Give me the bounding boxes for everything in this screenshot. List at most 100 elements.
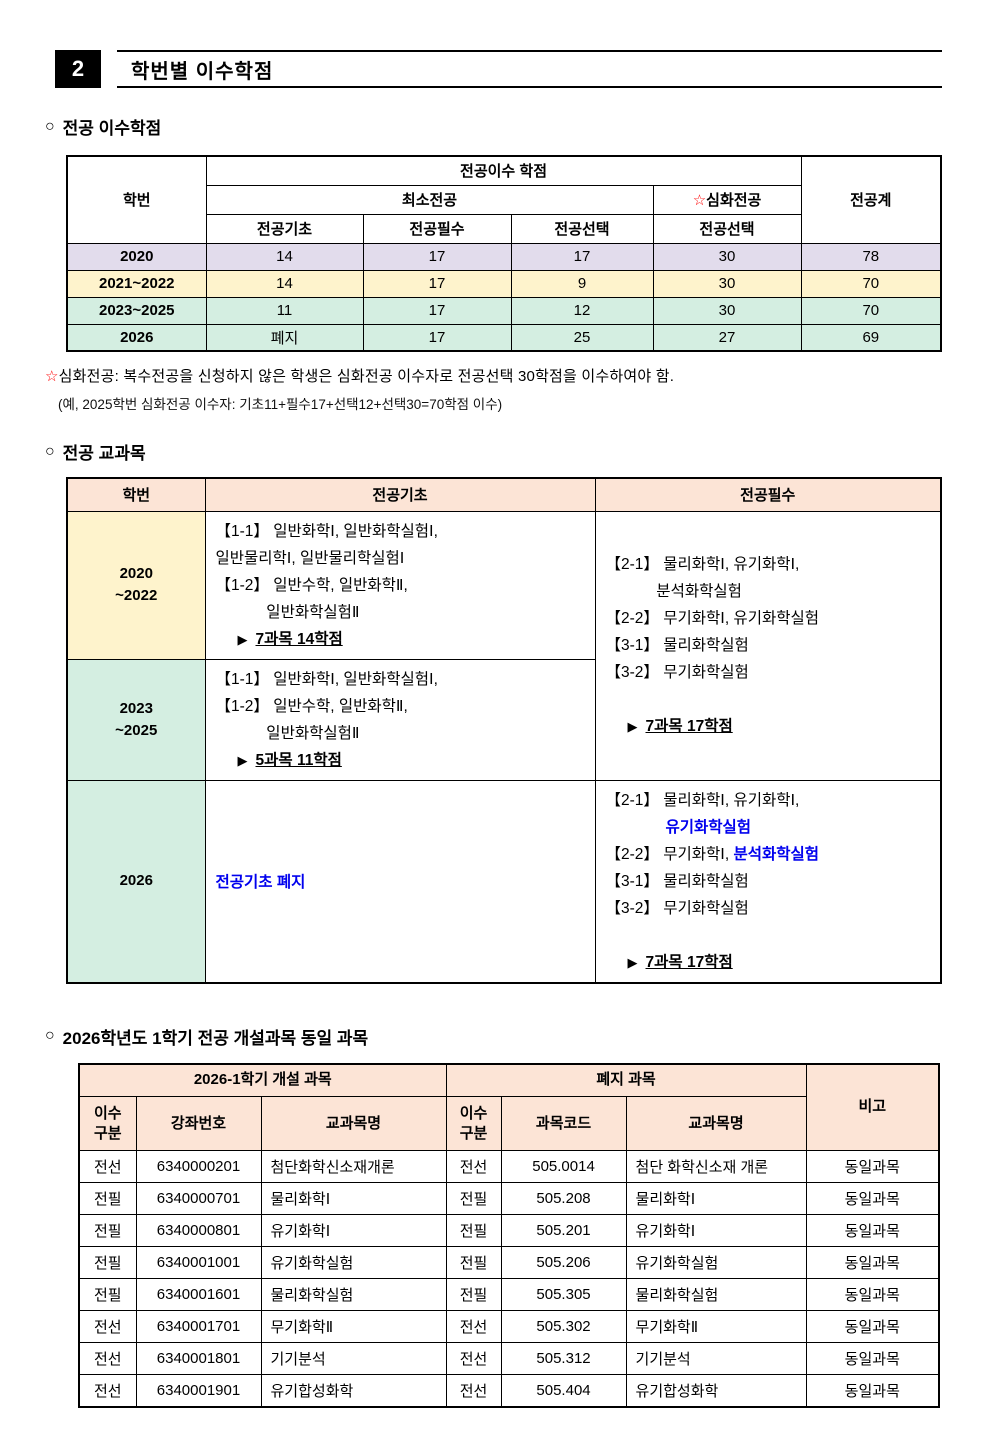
- student-id-cell: 2026: [66, 779, 206, 983]
- same-courses-cell: 물리화학실험: [260, 1278, 447, 1311]
- same-courses-cell: 전필: [78, 1182, 137, 1215]
- group-header-closed: 폐지 과목: [445, 1063, 807, 1097]
- same-courses-cell: 505.305: [500, 1278, 627, 1311]
- same-courses-cell: 동일과목: [805, 1374, 940, 1407]
- same-courses-cell: 전필: [445, 1278, 502, 1311]
- circle-bullet: ○: [45, 1027, 55, 1044]
- credits-row-id: 2020: [66, 242, 207, 271]
- same-courses-cell: 유기화학실험: [625, 1246, 807, 1279]
- same-courses-cell: 무기화학Ⅱ: [260, 1310, 447, 1343]
- courses-row-2023: 2023 ~2025 【1-1】 일반화학Ⅰ, 일반화학실험Ⅰ, 【1-2】 일반…: [66, 658, 941, 781]
- same-courses-col-header: 이수 구분: [78, 1096, 137, 1151]
- credits-value-cell: 폐지: [205, 323, 364, 352]
- arrow-marker-icon: ▶: [627, 954, 638, 970]
- same-courses-cell: 6340001601: [135, 1278, 262, 1311]
- course-line: 【3-1】 물리화학실험: [605, 637, 749, 654]
- credits-row-id: 2021~2022: [66, 269, 207, 298]
- section-heading-courses: ○ 전공 교과목: [45, 439, 992, 464]
- student-id-cell: 2020 ~2022: [66, 510, 206, 660]
- same-courses-row: 전선 6340001801 기기분석 전선 505.312 기기분석 동일과목: [78, 1342, 940, 1375]
- same-courses-cell: 전선: [445, 1150, 502, 1183]
- same-courses-cell: 505.208: [500, 1182, 627, 1215]
- gicho-cell-2026: 전공기초 폐지: [204, 779, 596, 983]
- same-courses-cell: 6340001801: [135, 1342, 262, 1375]
- same-courses-cell: 기기분석: [260, 1342, 447, 1375]
- same-courses-row: 전필 6340000801 유기화학Ⅰ 전필 505.201 유기화학Ⅰ 동일과목: [78, 1214, 940, 1247]
- col-header-pilsu: 전공필수: [594, 477, 942, 512]
- same-courses-cell: 전선: [78, 1374, 137, 1407]
- col-header-deep-major: ☆심화전공: [652, 184, 802, 215]
- same-courses-cell: 전필: [78, 1246, 137, 1279]
- course-line: 【1-2】 일반수학, 일반화학Ⅱ,: [215, 576, 408, 594]
- same-courses-cell: 전필: [78, 1278, 137, 1311]
- same-courses-cell: 물리화학Ⅰ: [625, 1182, 807, 1215]
- credits-value-cell: 27: [652, 323, 802, 352]
- same-courses-table: 2026-1학기 개설 과목 폐지 과목 비고 이수 구분 강좌번호 교과목명 이수 구분…: [78, 1062, 941, 1408]
- credits-subheader-row: 전공기초 전공필수 전공선택 전공선택: [67, 213, 941, 244]
- same-courses-cell: 기기분석: [625, 1342, 807, 1375]
- col-header-seontaek-deep: 전공선택: [652, 213, 802, 244]
- courses-row-2026: 2026 전공기초 폐지 【2-1】 물리화학Ⅰ, 유기화학Ⅰ, 유기화학실험 …: [66, 779, 942, 983]
- same-courses-cell: 505.404: [500, 1374, 627, 1407]
- credits-table-row: 2021~2022 14 17 9 30 70: [66, 269, 942, 298]
- group-header-open: 2026-1학기 개설 과목: [78, 1063, 447, 1097]
- col-header-gicho: 전공기초: [204, 477, 596, 512]
- credits-value-cell: 25: [510, 323, 654, 352]
- same-courses-cell: 유기합성화학: [625, 1374, 807, 1407]
- col-header-credit-group: 전공이수 학점: [205, 155, 802, 186]
- pilsu-summary-merged: ▶ 7과목 17학점: [627, 718, 733, 735]
- section-heading-credits: ○ 전공 이수학점: [45, 114, 992, 139]
- same-courses-cell: 6340000801: [135, 1214, 262, 1247]
- credits-value-cell: 17: [362, 323, 512, 352]
- same-courses-row: 전선 6340000201 첨단화학신소재개론 전선 505.0014 첨단 화학신소재 …: [78, 1150, 940, 1183]
- same-courses-cell: 물리화학실험: [625, 1278, 807, 1311]
- course-line: 일반물리학Ⅰ, 일반물리학실험Ⅰ: [215, 549, 405, 567]
- credits-value-cell: 78: [800, 242, 942, 271]
- same-courses-cell: 전필: [445, 1214, 502, 1247]
- same-courses-cell: 동일과목: [805, 1342, 940, 1375]
- same-courses-col-header-row: 이수 구분 강좌번호 교과목명 이수 구분 과목코드 교과목명: [78, 1096, 939, 1151]
- course-line: 일반화학실험Ⅱ: [215, 603, 360, 621]
- credits-table-row: 2020 14 17 17 30 78: [66, 242, 942, 271]
- same-courses-row: 전필 6340001601 물리화학실험 전필 505.305 물리화학실험 동일과목: [78, 1278, 940, 1311]
- same-courses-row: 전선 6340001701 무기화학Ⅱ 전선 505.302 무기화학Ⅱ 동일과목: [78, 1310, 940, 1343]
- same-courses-cell: 6340000201: [135, 1150, 262, 1183]
- same-courses-row: 전선 6340001901 유기합성화학 전선 505.404 유기합성화학 동일과목: [78, 1374, 940, 1407]
- credits-row-id: 2026: [66, 323, 207, 352]
- credits-value-cell: 69: [800, 323, 942, 352]
- same-courses-cell: 전필: [445, 1246, 502, 1279]
- page-title-band: 2 학번별 이수학점: [55, 50, 942, 88]
- page-title: 학번별 이수학점: [117, 50, 942, 88]
- same-courses-cell: 동일과목: [805, 1310, 940, 1343]
- same-courses-col-header: 교과목명: [625, 1096, 807, 1151]
- credits-value-cell: 14: [205, 242, 364, 271]
- courses-row-2020: 2020 ~2022 【1-1】 일반화학Ⅰ, 일반화학실험Ⅰ, 일반물리학Ⅰ, …: [66, 510, 942, 781]
- same-courses-cell: 6340000701: [135, 1182, 262, 1215]
- courses-table: 학번 전공기초 전공필수 2020 ~2022 【1-1】 일반화학Ⅰ, 일반화…: [66, 477, 942, 984]
- deep-major-example-note: (예, 2025학번 심화전공 이수자: 기초11+필수17+선택12+선택30…: [58, 397, 503, 412]
- same-courses-cell: 505.312: [500, 1342, 627, 1375]
- same-courses-cell: 첨단 화학신소재 개론: [625, 1150, 807, 1183]
- pilsu-summary-2026: ▶ 7과목 17학점: [627, 953, 733, 971]
- credits-value-cell: 11: [205, 296, 364, 325]
- same-courses-cell: 물리화학Ⅰ: [260, 1182, 447, 1215]
- same-courses-cell: 전선: [445, 1310, 502, 1343]
- same-courses-cell: 전필: [445, 1182, 502, 1215]
- same-courses-table-body: 전선 6340000201 첨단화학신소재개론 전선 505.0014 첨단 화학신소재 …: [78, 1150, 940, 1407]
- credits-value-cell: 12: [510, 296, 654, 325]
- course-line: 분석화학실험: [605, 583, 742, 600]
- same-courses-cell: 6340001001: [135, 1246, 262, 1279]
- same-courses-col-header: 과목코드: [500, 1096, 627, 1151]
- same-courses-cell: 동일과목: [805, 1278, 940, 1311]
- credits-value-cell: 30: [652, 242, 802, 271]
- credits-value-cell: 17: [362, 269, 512, 298]
- col-header-seontaek: 전공선택: [510, 213, 654, 244]
- credits-row-id: 2023~2025: [66, 296, 207, 325]
- same-courses-cell: 유기화학실험: [260, 1246, 447, 1279]
- same-courses-row: 전필 6340000701 물리화학Ⅰ 전필 505.208 물리화학Ⅰ 동일과목: [78, 1182, 940, 1215]
- course-line: 【1-2】 일반수학, 일반화학Ⅱ,: [215, 697, 408, 715]
- same-courses-row: 전필 6340001001 유기화학실험 전필 505.206 유기화학실험 동일과목: [78, 1246, 940, 1279]
- credits-table-row: 2026 폐지 17 25 27 69: [66, 323, 942, 352]
- section-number-box: 2: [55, 50, 101, 88]
- same-courses-cell: 505.302: [500, 1310, 627, 1343]
